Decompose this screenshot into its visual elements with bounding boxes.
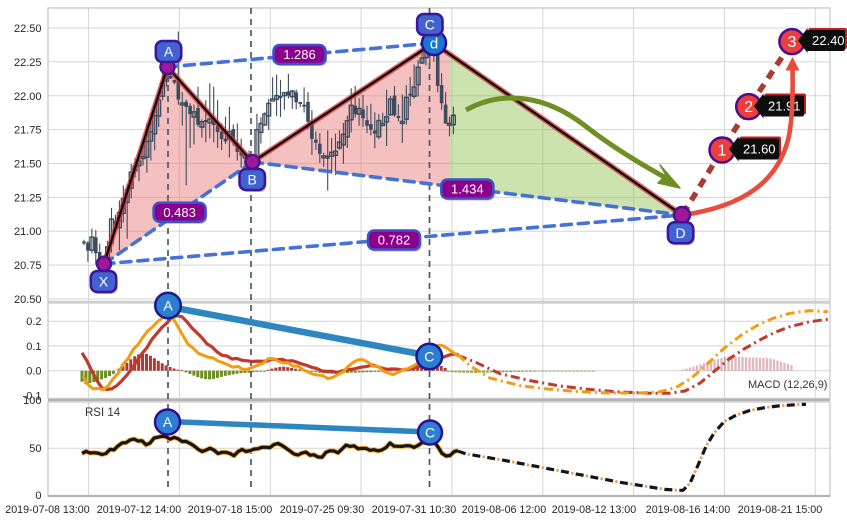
svg-text:21.75: 21.75 (14, 125, 42, 137)
svg-text:1.286: 1.286 (283, 47, 316, 62)
svg-text:0: 0 (35, 490, 41, 502)
svg-text:1: 1 (718, 143, 727, 160)
svg-text:22.00: 22.00 (14, 91, 42, 103)
svg-text:2019-08-21 15:00: 2019-08-21 15:00 (738, 504, 822, 516)
svg-text:50: 50 (29, 443, 41, 455)
svg-text:d: d (430, 36, 438, 53)
svg-text:21.50: 21.50 (14, 159, 42, 171)
svg-text:0.782: 0.782 (378, 233, 411, 248)
svg-text:22.25: 22.25 (14, 57, 42, 69)
svg-text:21.91: 21.91 (768, 99, 801, 114)
svg-text:2019-08-06 12:00: 2019-08-06 12:00 (462, 504, 546, 516)
svg-text:22.50: 22.50 (14, 23, 42, 35)
svg-text:C: C (425, 425, 435, 441)
svg-text:X: X (99, 274, 109, 290)
svg-text:0.2: 0.2 (26, 316, 41, 328)
svg-text:20.75: 20.75 (14, 260, 42, 272)
svg-text:C: C (424, 349, 434, 365)
svg-text:0.1: 0.1 (26, 341, 41, 353)
svg-text:20.50: 20.50 (14, 294, 42, 306)
svg-text:21.00: 21.00 (14, 226, 42, 238)
svg-text:2019-07-08 13:00: 2019-07-08 13:00 (5, 504, 89, 516)
svg-text:2019-07-12 14:00: 2019-07-12 14:00 (97, 504, 181, 516)
svg-text:2019-07-31 10:30: 2019-07-31 10:30 (372, 504, 456, 516)
svg-text:MACD (12,26,9): MACD (12,26,9) (748, 379, 827, 391)
svg-text:2019-08-12 13:00: 2019-08-12 13:00 (552, 504, 636, 516)
svg-text:100: 100 (23, 395, 41, 407)
svg-text:22.40: 22.40 (812, 33, 845, 48)
svg-text:0.0: 0.0 (26, 366, 41, 378)
svg-text:2019-07-18 15:00: 2019-07-18 15:00 (188, 504, 272, 516)
svg-text:21.25: 21.25 (14, 192, 42, 204)
svg-text:A: A (163, 414, 173, 430)
svg-text:C: C (425, 17, 435, 33)
svg-text:3: 3 (787, 34, 796, 51)
svg-text:RSI 14: RSI 14 (85, 407, 121, 419)
svg-text:A: A (163, 298, 173, 314)
svg-text:21.60: 21.60 (743, 142, 776, 157)
svg-text:1.434: 1.434 (451, 182, 484, 197)
svg-text:A: A (164, 44, 174, 60)
svg-text:0.483: 0.483 (163, 205, 196, 220)
svg-text:D: D (676, 225, 686, 241)
svg-text:B: B (248, 172, 257, 188)
svg-text:2019-07-25 09:30: 2019-07-25 09:30 (280, 504, 364, 516)
svg-text:2: 2 (744, 99, 753, 116)
svg-text:2019-08-16 14:00: 2019-08-16 14:00 (646, 504, 730, 516)
